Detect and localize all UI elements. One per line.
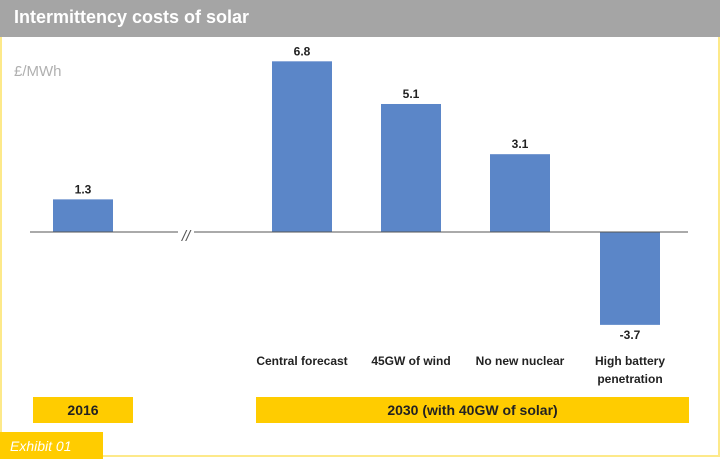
bar [381, 103, 441, 233]
bar [272, 61, 332, 232]
category-label: High battery [595, 354, 665, 368]
y-axis-unit-label: £/MWh [14, 63, 62, 80]
group-label-2030: 2030 (with 40GW of solar) [256, 397, 689, 423]
data-label: -3.7 [620, 328, 641, 342]
axis-break-gap [178, 224, 194, 240]
axis-break-mark: // [181, 228, 192, 245]
data-label: 1.3 [75, 182, 92, 196]
chart-title: Intermittency costs of solar [14, 7, 250, 27]
exhibit-label: Exhibit 01 [0, 432, 103, 459]
category-label: 45GW of wind [371, 354, 450, 368]
category-label: No new nuclear [476, 354, 565, 368]
data-label: 5.1 [403, 87, 420, 101]
bar [490, 154, 550, 232]
bar [600, 232, 660, 325]
group-label-2016: 2016 [33, 397, 133, 423]
data-label: 6.8 [294, 44, 311, 58]
title-bar: Intermittency costs of solar [0, 0, 720, 37]
category-label: Central forecast [256, 354, 347, 368]
data-label: 3.1 [512, 137, 529, 151]
category-label: penetration [597, 372, 662, 386]
bar [53, 199, 113, 232]
